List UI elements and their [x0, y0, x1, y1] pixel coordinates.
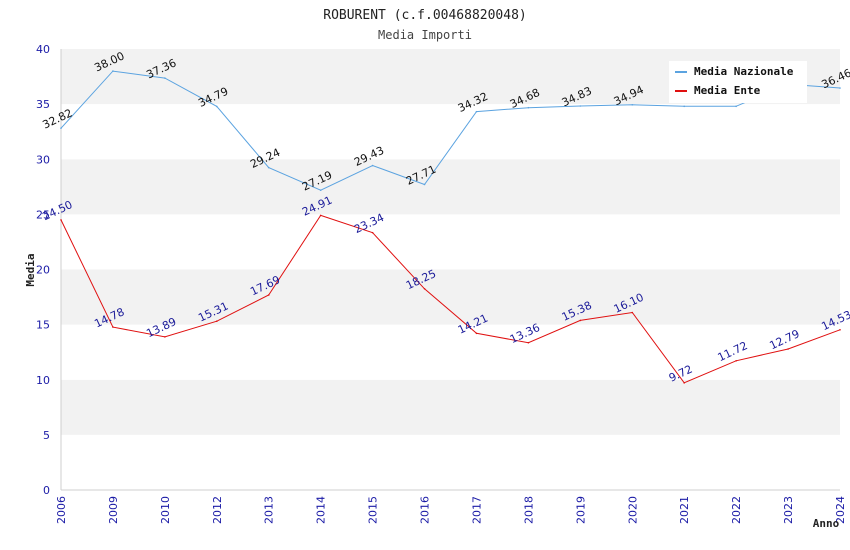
series-line-ente: [60, 214, 841, 384]
x-ticks: 2006 2009 2010 2012 2013 2014 2015 2016 2017 2018…: [55, 496, 847, 524]
x-tick-label: 2013: [263, 496, 276, 524]
data-point: [787, 348, 789, 350]
grid-band: [61, 324, 840, 380]
series-lines: [60, 70, 841, 384]
legend: Media Nazionale Media Ente: [669, 61, 807, 103]
y-tick-label: 5: [43, 429, 50, 442]
data-point: [475, 110, 478, 113]
data-point: [371, 231, 374, 234]
data-point: [267, 294, 270, 296]
data-point: [216, 105, 218, 108]
data-point: [683, 105, 685, 108]
data-point: [839, 329, 841, 331]
x-tick-label: 2015: [367, 496, 380, 524]
x-axis-label: Anno: [813, 517, 840, 530]
data-point: [735, 105, 737, 108]
y-tick-label: 15: [36, 319, 50, 332]
x-tick-label: 2010: [159, 496, 172, 524]
y-ticks: 0 5 10 15 20 25 30 35 40: [36, 43, 50, 497]
data-point: [112, 326, 114, 328]
data-point: [371, 164, 374, 167]
series-line-nazionale: [60, 70, 841, 191]
grid-band: [61, 434, 840, 490]
chart-subtitle: Media Importi: [378, 28, 472, 42]
data-point: [216, 320, 218, 323]
data-point: [164, 336, 166, 338]
y-tick-label: 20: [36, 264, 50, 277]
x-tick-label: 2023: [782, 496, 795, 524]
legend-label-nazionale: Media Nazionale: [694, 65, 794, 78]
data-point: [839, 87, 841, 89]
y-tick-label: 10: [36, 374, 50, 387]
data-point: [319, 214, 322, 217]
axes: [60, 49, 840, 491]
x-tick-label: 2020: [626, 496, 639, 524]
grid-band: [61, 379, 840, 435]
grid-band: [61, 269, 840, 325]
x-tick-label: 2014: [315, 496, 328, 524]
y-tick-label: 35: [36, 98, 50, 111]
data-point: [164, 77, 166, 79]
grid-band: [61, 159, 840, 215]
y-tick-label: 25: [36, 208, 50, 221]
grid-bands: [61, 49, 840, 490]
data-point: [423, 287, 426, 290]
grid-band: [61, 214, 840, 270]
data-point: [60, 127, 62, 129]
data-point: [579, 105, 582, 107]
data-point: [60, 219, 62, 221]
data-point: [735, 359, 737, 362]
data-point: [631, 311, 634, 314]
data-point: [267, 166, 270, 169]
x-tick-label: 2019: [574, 496, 587, 524]
legend-label-ente: Media Ente: [694, 84, 761, 97]
data-point: [527, 341, 530, 344]
chart-title: ROBURENT (c.f.00468820048): [323, 8, 527, 23]
x-tick-label: 2018: [522, 496, 535, 524]
y-tick-label: 30: [36, 153, 50, 166]
grid-band: [61, 104, 840, 160]
x-tick-label: 2017: [470, 496, 483, 524]
y-tick-label: 0: [43, 484, 50, 497]
x-tick-label: 2021: [678, 496, 691, 524]
data-point: [423, 183, 426, 186]
x-tick-label: 2012: [211, 496, 224, 524]
x-tick-label: 2006: [55, 496, 68, 524]
x-tick-label: 2024: [834, 496, 847, 524]
data-point: [527, 106, 530, 109]
x-tick-label: 2016: [419, 496, 432, 524]
y-axis-label: Media: [24, 253, 37, 286]
x-tick-label: 2022: [730, 496, 743, 524]
data-point: [631, 103, 634, 106]
data-point: [683, 382, 685, 384]
legend-box: [669, 61, 807, 103]
data-point: [475, 332, 478, 335]
data-point: [112, 70, 114, 72]
y-tick-label: 40: [36, 43, 50, 56]
data-point: [319, 189, 322, 192]
data-point: [579, 319, 582, 322]
x-tick-label: 2009: [107, 496, 120, 524]
